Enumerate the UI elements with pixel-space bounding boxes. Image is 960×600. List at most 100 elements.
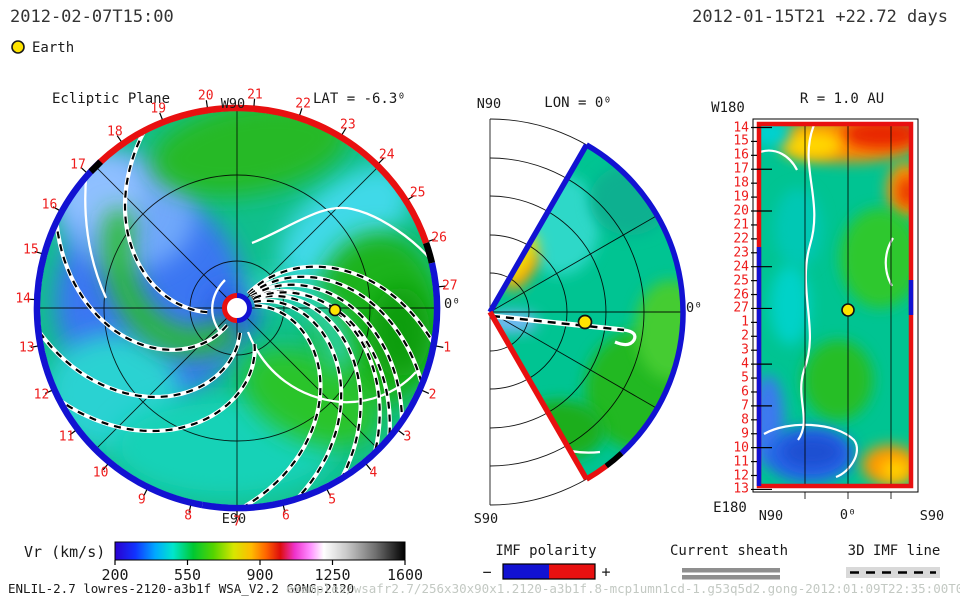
ecliptic-date-label: 3 (403, 429, 412, 445)
ecliptic-date-label: 16 (41, 197, 58, 213)
imf-line-swatch (846, 567, 940, 578)
map-date-label: 7 (741, 398, 749, 414)
map-date-label: 10 (733, 440, 749, 456)
ecliptic-panel-title: Ecliptic Plane (52, 91, 171, 107)
map-date-label: 9 (741, 426, 749, 442)
map-date-label: 3 (741, 342, 749, 358)
map-date-label: 15 (733, 133, 749, 149)
run-start-elapsed: 2012-01-15T21 +22.72 days (692, 7, 948, 27)
map-date-label: 21 (733, 217, 749, 233)
map-date-ticks (751, 126, 772, 491)
ecliptic-date-label: 17 (70, 157, 86, 173)
current-sheath-legend-label: Current sheath (669, 543, 789, 559)
ecliptic-date-label: 5 (328, 492, 337, 508)
ecliptic-date-label: 6 (281, 508, 290, 524)
imf-spiral-lines (40, 131, 434, 505)
map-date-label: 11 (733, 454, 749, 470)
meridional-zero-deg-label: 0⁰ (686, 300, 703, 316)
map-e180-label: E180 (713, 500, 747, 516)
imf-polarity-legend-label: IMF polarity (495, 543, 597, 559)
ecliptic-date-label: 1 (443, 340, 452, 356)
earth-marker-map (841, 303, 855, 317)
earth-legend-icon (11, 40, 25, 54)
colorbar-tick-label: 550 (173, 566, 202, 584)
colorbar-tick-label: 900 (246, 566, 274, 584)
map-date-label: 17 (733, 161, 749, 177)
map-w180-label: W180 (711, 100, 745, 116)
map-date-label: 1 (741, 314, 749, 330)
radius-1au-map-panel (751, 118, 919, 499)
ecliptic-date-label: 20 (197, 88, 214, 104)
ecliptic-zero-deg-label: 0⁰ (444, 296, 461, 312)
earth-marker-ecliptic (328, 303, 342, 317)
map-s90-label: S90 (919, 508, 945, 524)
imf-polarity-swatch (502, 563, 596, 580)
vr-colorbar (114, 541, 406, 565)
sun-marker (222, 293, 252, 323)
map-date-label: 27 (733, 300, 749, 316)
ecliptic-date-label: 22 (295, 96, 311, 112)
map-date-label: 16 (733, 147, 749, 163)
map-date-label: 2 (741, 328, 749, 344)
map-date-label: 4 (741, 356, 749, 372)
map-date-label: 8 (741, 412, 749, 428)
earth-legend-label: Earth (32, 40, 75, 56)
colorbar-tick-label: 200 (101, 566, 129, 584)
colorbar-tick-label: 1600 (386, 566, 424, 584)
run-path-watermark: examples/wsafr2.7/256x30x90x1.2120-a3b1f… (286, 581, 960, 596)
ecliptic-date-label: 25 (409, 185, 426, 201)
ecliptic-date-label: 9 (137, 492, 146, 508)
ecliptic-date-label: 15 (23, 242, 39, 258)
colorbar-label: Vr (km/s) (24, 543, 106, 561)
map-date-label: 13 (733, 481, 749, 497)
imf-plus-sign: + (601, 563, 611, 581)
ecliptic-date-label: 18 (107, 124, 123, 140)
map-date-label: 18 (733, 175, 749, 191)
earth-marker-meridional (577, 314, 593, 330)
ecliptic-w90-label: W90 (220, 96, 246, 112)
ecliptic-date-label: 21 (247, 87, 263, 103)
ecliptic-date-label: 11 (58, 429, 75, 445)
map-n90-label: N90 (758, 508, 784, 524)
current-timestamp: 2012-02-07T15:00 (10, 7, 174, 27)
ecliptic-boundary-polarity (33, 104, 441, 512)
ecliptic-date-label: 4 (369, 465, 378, 481)
meridional-s90-label: S90 (473, 511, 499, 527)
map-date-label: 24 (733, 259, 749, 275)
ecliptic-date-label: 19 (150, 101, 167, 117)
map-date-label: 14 (733, 120, 749, 135)
ecliptic-date-label: 8 (184, 508, 193, 524)
ecliptic-date-label: 23 (340, 117, 356, 133)
ecliptic-lat-label: LAT = -6.3⁰ (313, 91, 406, 107)
ecliptic-date-label: 7 (233, 514, 241, 530)
map-date-label: 19 (733, 189, 749, 205)
ecliptic-date-label: 10 (92, 465, 109, 481)
ecliptic-date-label: 24 (378, 147, 395, 163)
model-version-info: ENLIL-2.7 lowres-2120-a3b1f WSA_V2.2 GON… (8, 581, 355, 596)
meridional-n90-label: N90 (476, 96, 502, 112)
meridional-lon-title: LON = 0⁰ (544, 95, 612, 111)
ecliptic-e90-label: E90 (221, 511, 247, 527)
map-date-label: 12 (733, 468, 749, 483)
map-date-label: 23 (733, 245, 749, 261)
map-date-label: 22 (733, 231, 749, 247)
ecliptic-date-ticks (27, 98, 446, 518)
ecliptic-date-label: 12 (33, 387, 50, 403)
ecliptic-date-label: 13 (18, 340, 35, 356)
imf-line-legend-label: 3D IMF line (847, 543, 941, 559)
ecliptic-date-label: 27 (441, 278, 458, 294)
map-zero-deg-label: 0⁰ (839, 507, 857, 523)
map-date-label: 6 (741, 384, 749, 400)
map-date-label: 5 (741, 370, 749, 386)
colorbar-tick-label: 1250 (314, 566, 351, 584)
ecliptic-date-label: 26 (431, 230, 447, 246)
map-date-label: 25 (733, 273, 749, 289)
ecliptic-date-label: 14 (15, 291, 32, 307)
map-date-label: 20 (733, 203, 749, 219)
imf-minus-sign: − (482, 563, 492, 581)
map-date-label: 26 (733, 287, 749, 303)
map-panel-title: R = 1.0 AU (799, 91, 885, 107)
current-sheath-swatch (682, 568, 780, 580)
